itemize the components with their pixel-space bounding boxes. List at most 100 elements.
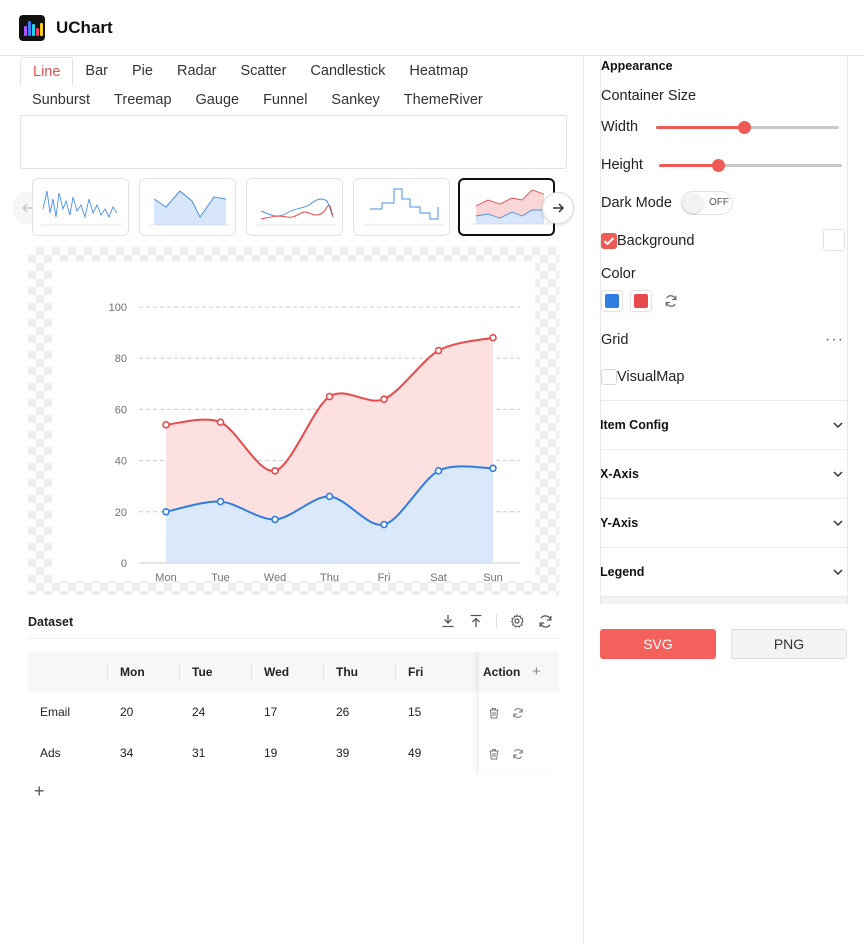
tab-line[interactable]: Line bbox=[20, 57, 74, 86]
chart-area: 0 20 40 60 80 100 Mon Tue Wed Thu Fri Sat Sun bbox=[52, 261, 535, 584]
x-axis-section[interactable]: X-Axis bbox=[600, 449, 848, 498]
background-color-picker[interactable] bbox=[823, 229, 845, 251]
refresh-colors-icon[interactable] bbox=[664, 294, 678, 313]
y-tick-label: 80 bbox=[115, 353, 127, 365]
tab-pie[interactable]: Pie bbox=[132, 63, 153, 79]
data-point bbox=[271, 515, 279, 524]
panel-scrollbar[interactable] bbox=[600, 596, 848, 604]
data-point bbox=[489, 333, 497, 342]
height-slider-handle[interactable] bbox=[711, 159, 725, 172]
tab-treemap[interactable]: Treemap bbox=[114, 92, 172, 108]
table-cell[interactable]: 39 bbox=[336, 746, 350, 760]
template-thumbnail[interactable] bbox=[246, 178, 343, 236]
y-tick-label: 60 bbox=[115, 404, 127, 416]
table-row: Email 20 24 17 26 15 bbox=[28, 692, 559, 733]
data-point bbox=[216, 497, 225, 506]
data-point bbox=[380, 520, 388, 529]
x-tick-label: Sat bbox=[430, 572, 447, 581]
data-point bbox=[271, 467, 279, 475]
visualmap-label: VisualMap bbox=[617, 369, 685, 385]
table-cell[interactable]: 15 bbox=[408, 705, 422, 719]
color-swatch-red[interactable] bbox=[630, 290, 652, 312]
table-cell[interactable]: 31 bbox=[192, 746, 206, 760]
legend-section[interactable]: Legend bbox=[600, 547, 848, 596]
template-thumbnail[interactable] bbox=[32, 178, 129, 236]
divider bbox=[496, 614, 497, 628]
chart-type-tabs: Line Bar Pie Radar Scatter Candlestick Heatmap… bbox=[20, 57, 567, 115]
dark-mode-label: Dark Mode bbox=[601, 195, 672, 211]
template-thumbnail[interactable] bbox=[353, 178, 450, 236]
table-cell[interactable]: 34 bbox=[120, 746, 134, 760]
x-tick-label: Thu bbox=[320, 572, 339, 581]
chevron-down-icon bbox=[833, 569, 843, 576]
chevron-down-icon bbox=[833, 422, 843, 429]
arrow-left-icon bbox=[21, 203, 33, 213]
x-tick-label: Mon bbox=[155, 572, 176, 581]
table-cell[interactable]: 24 bbox=[192, 705, 206, 719]
more-options-icon[interactable]: ··· bbox=[825, 331, 844, 348]
width-slider-handle[interactable] bbox=[737, 121, 751, 134]
chevron-down-icon bbox=[833, 471, 843, 478]
template-thumbnail-selected[interactable] bbox=[458, 178, 555, 236]
table-cell[interactable]: 49 bbox=[408, 746, 422, 760]
export-svg-button[interactable]: SVG bbox=[600, 629, 716, 659]
tab-sankey[interactable]: Sankey bbox=[331, 92, 380, 108]
download-icon[interactable] bbox=[440, 613, 456, 629]
tab-candlestick[interactable]: Candlestick bbox=[310, 63, 386, 79]
main-panel: Line Bar Pie Radar Scatter Candlestick Heatmap… bbox=[0, 57, 584, 945]
refresh-icon[interactable] bbox=[537, 613, 553, 629]
tab-radar[interactable]: Radar bbox=[176, 63, 217, 79]
item-config-section[interactable]: Item Config bbox=[600, 400, 848, 449]
column-header: Thu bbox=[336, 665, 358, 679]
reset-row-icon[interactable] bbox=[512, 692, 524, 733]
tab-heatmap[interactable]: Heatmap bbox=[409, 63, 469, 79]
column-header: Wed bbox=[264, 665, 290, 679]
data-point bbox=[216, 418, 225, 426]
delete-row-icon[interactable] bbox=[488, 733, 500, 774]
y-axis-section[interactable]: Y-Axis bbox=[600, 498, 848, 547]
tab-bar[interactable]: Bar bbox=[85, 63, 108, 79]
chart-type-tab-row: Sunburst Treemap Gauge Funnel Sankey ThemeRiv… bbox=[20, 86, 567, 115]
upload-icon[interactable] bbox=[468, 613, 484, 629]
app-logo-icon bbox=[19, 14, 45, 41]
width-slider[interactable] bbox=[656, 121, 839, 134]
add-column-icon[interactable]: + bbox=[532, 663, 541, 680]
tab-scatter[interactable]: Scatter bbox=[240, 63, 287, 79]
column-header: Mon bbox=[120, 665, 145, 679]
table-cell[interactable]: 19 bbox=[264, 746, 278, 760]
table-cell[interactable]: 17 bbox=[264, 705, 278, 719]
tab-gauge[interactable]: Gauge bbox=[195, 92, 240, 108]
data-point bbox=[434, 467, 443, 475]
column-header: Tue bbox=[192, 665, 213, 679]
export-png-button[interactable]: PNG bbox=[731, 629, 847, 659]
table-cell[interactable]: 26 bbox=[336, 705, 350, 719]
tab-themeriver[interactable]: ThemeRiver bbox=[403, 92, 483, 108]
dark-mode-toggle[interactable]: OFF bbox=[681, 191, 733, 215]
container-size-label: Container Size bbox=[601, 88, 697, 104]
visualmap-checkbox[interactable] bbox=[601, 369, 617, 385]
delete-row-icon[interactable] bbox=[488, 692, 500, 733]
data-point bbox=[434, 346, 443, 355]
tab-sunburst[interactable]: Sunburst bbox=[32, 92, 91, 108]
template-thumbnail[interactable] bbox=[139, 178, 236, 236]
reset-row-icon[interactable] bbox=[512, 733, 524, 774]
table-cell[interactable]: 20 bbox=[120, 705, 134, 719]
dataset-title: Dataset bbox=[28, 614, 74, 629]
color-swatch-blue[interactable] bbox=[601, 290, 623, 312]
data-point bbox=[489, 464, 497, 473]
color-label: Color bbox=[601, 266, 636, 282]
background-label: Background bbox=[617, 233, 695, 249]
row-label: Email bbox=[40, 705, 71, 719]
tab-funnel[interactable]: Funnel bbox=[263, 92, 308, 108]
table-row: Ads 34 31 19 39 49 bbox=[28, 733, 559, 774]
y-tick-label: 40 bbox=[115, 456, 127, 468]
chart-preview-canvas: 0 20 40 60 80 100 Mon Tue Wed Thu Fri Sat Sun bbox=[28, 247, 559, 595]
height-slider[interactable] bbox=[659, 159, 842, 172]
row-label: Ads bbox=[40, 746, 61, 760]
add-row-icon[interactable]: + bbox=[34, 781, 45, 801]
carousel-next-button[interactable] bbox=[542, 192, 574, 224]
background-checkbox[interactable] bbox=[601, 233, 617, 249]
checkmark-icon bbox=[603, 237, 615, 246]
settings-gear-icon[interactable] bbox=[509, 613, 525, 629]
tab-content-panel bbox=[20, 115, 567, 169]
